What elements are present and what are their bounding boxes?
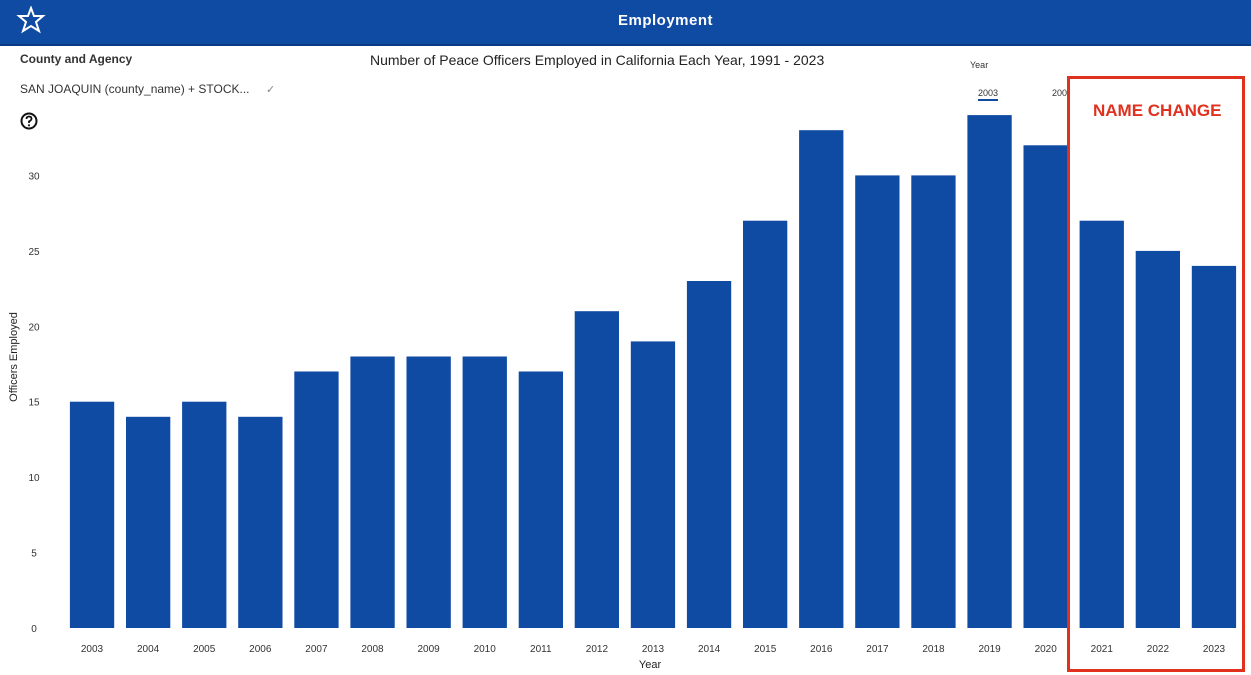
bar-2022[interactable] (1135, 250, 1180, 628)
x-tick-label: 2023 (1203, 644, 1226, 655)
x-tick-label: 2011 (530, 644, 552, 655)
bar-2013[interactable] (630, 341, 676, 628)
bar-2020[interactable] (1023, 145, 1068, 629)
help-icon[interactable] (20, 112, 38, 130)
bar-2009[interactable] (406, 356, 451, 629)
header-bar: Employment (0, 0, 1251, 46)
x-tick-label: 2012 (586, 644, 609, 655)
name-change-highlight-box (1067, 76, 1245, 672)
x-tick-label: 2010 (474, 644, 497, 655)
x-axis-title: Year (639, 659, 662, 671)
chevron-down-icon[interactable]: ✓ (266, 84, 276, 96)
bar-2018[interactable] (911, 175, 956, 628)
x-tick-label: 2003 (81, 644, 104, 655)
name-change-label: NAME CHANGE (1093, 101, 1222, 120)
bar-2021[interactable] (1079, 220, 1124, 628)
x-tick-label: 2008 (361, 644, 384, 655)
bar-2019[interactable] (967, 115, 1012, 629)
slicer-title: County and Agency (20, 52, 133, 66)
y-tick-label: 30 (28, 171, 40, 182)
y-tick-label: 5 (31, 549, 37, 560)
x-tick-label: 2013 (642, 644, 665, 655)
y-tick-label: 25 (28, 247, 40, 258)
x-tick-label: 2019 (978, 644, 1001, 655)
bar-2007[interactable] (294, 371, 339, 629)
x-tick-label: 2007 (305, 644, 328, 655)
y-tick-label: 15 (28, 398, 40, 409)
x-tick-label: 2016 (810, 644, 833, 655)
bar-2010[interactable] (462, 356, 507, 629)
x-tick-label: 2017 (866, 644, 889, 655)
x-tick-label: 2020 (1035, 644, 1058, 655)
bar-2012[interactable] (574, 311, 619, 628)
x-tick-label: 2009 (417, 644, 440, 655)
x-tick-label: 2022 (1147, 644, 1170, 655)
bar-2008[interactable] (350, 356, 395, 629)
bar-2023[interactable] (1191, 265, 1237, 628)
y-tick-label: 20 (28, 322, 40, 333)
bar-2003[interactable] (69, 401, 115, 628)
county-agency-slicer[interactable]: SAN JOAQUIN (county_name) + STOCK... (20, 82, 250, 96)
x-tick-label: 2006 (249, 644, 272, 655)
badge-logo-icon (16, 6, 46, 34)
x-tick-label: 2004 (137, 644, 160, 655)
bar-2004[interactable] (126, 416, 171, 628)
bar-2014[interactable] (686, 281, 732, 628)
bar-2017[interactable] (855, 175, 900, 628)
bar-2016[interactable] (799, 130, 844, 628)
y-tick-label: 0 (31, 624, 37, 635)
bar-2015[interactable] (743, 220, 788, 628)
chart-title: Number of Peace Officers Employed in Cal… (370, 52, 825, 68)
x-tick-label: 2015 (754, 644, 777, 655)
page-title: Employment (617, 12, 713, 29)
y-axis-title: Officers Employed (8, 312, 20, 402)
y-tick-label: 10 (28, 473, 40, 484)
bar-2011[interactable] (518, 371, 563, 629)
x-tick-label: 2018 (922, 644, 945, 655)
legend-item-200[interactable]: 200 (1052, 88, 1068, 98)
bar-2005[interactable] (182, 401, 227, 628)
legend-item-2003[interactable]: 2003 (978, 88, 999, 101)
x-tick-label: 2021 (1091, 644, 1114, 655)
legend-title: Year (970, 60, 989, 70)
x-tick-label: 2005 (193, 644, 216, 655)
bar-2006[interactable] (238, 416, 283, 628)
x-tick-label: 2014 (698, 644, 721, 655)
